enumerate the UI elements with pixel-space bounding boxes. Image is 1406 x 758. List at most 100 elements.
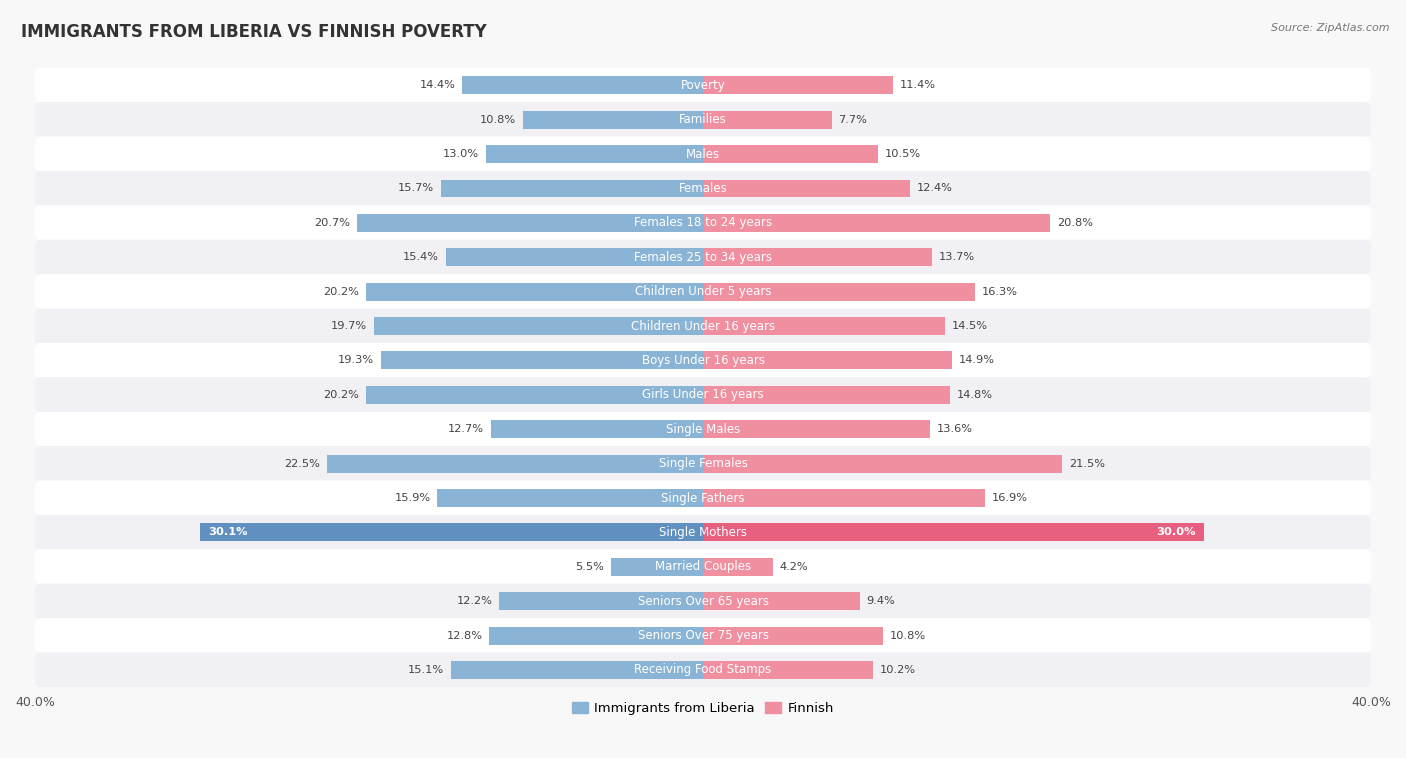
Text: Single Females: Single Females: [658, 457, 748, 470]
FancyBboxPatch shape: [35, 205, 1371, 240]
Text: 15.7%: 15.7%: [398, 183, 434, 193]
Bar: [703, 283, 976, 301]
Text: IMMIGRANTS FROM LIBERIA VS FINNISH POVERTY: IMMIGRANTS FROM LIBERIA VS FINNISH POVER…: [21, 23, 486, 41]
Text: 21.5%: 21.5%: [1069, 459, 1105, 468]
Text: Females 25 to 34 years: Females 25 to 34 years: [634, 251, 772, 264]
Text: 14.8%: 14.8%: [957, 390, 993, 399]
Text: Girls Under 16 years: Girls Under 16 years: [643, 388, 763, 401]
Bar: [441, 180, 703, 197]
FancyBboxPatch shape: [35, 618, 1371, 653]
Text: 14.5%: 14.5%: [952, 321, 988, 331]
FancyBboxPatch shape: [35, 653, 1371, 688]
Text: 15.9%: 15.9%: [395, 493, 430, 503]
Text: 4.2%: 4.2%: [780, 562, 808, 572]
Text: Single Fathers: Single Fathers: [661, 491, 745, 505]
Bar: [357, 214, 703, 232]
Text: Single Males: Single Males: [666, 423, 740, 436]
Text: 13.0%: 13.0%: [443, 149, 479, 159]
FancyBboxPatch shape: [35, 446, 1371, 481]
Text: 20.8%: 20.8%: [1057, 218, 1092, 228]
Text: 19.3%: 19.3%: [337, 356, 374, 365]
Text: 13.7%: 13.7%: [938, 252, 974, 262]
FancyBboxPatch shape: [35, 550, 1371, 584]
Bar: [703, 592, 860, 610]
Text: 10.8%: 10.8%: [890, 631, 927, 641]
Bar: [703, 627, 883, 644]
Text: Seniors Over 75 years: Seniors Over 75 years: [637, 629, 769, 642]
Bar: [612, 558, 703, 576]
Bar: [446, 249, 703, 266]
Bar: [451, 661, 703, 679]
FancyBboxPatch shape: [35, 481, 1371, 515]
Bar: [703, 420, 931, 438]
FancyBboxPatch shape: [35, 412, 1371, 446]
Bar: [703, 214, 1050, 232]
Bar: [703, 489, 986, 507]
Bar: [703, 661, 873, 679]
Bar: [703, 455, 1062, 472]
Text: Source: ZipAtlas.com: Source: ZipAtlas.com: [1271, 23, 1389, 33]
Bar: [703, 558, 773, 576]
Text: 11.4%: 11.4%: [900, 80, 936, 90]
Text: Males: Males: [686, 148, 720, 161]
Text: 15.4%: 15.4%: [404, 252, 439, 262]
Bar: [328, 455, 703, 472]
Bar: [200, 524, 703, 541]
Text: 9.4%: 9.4%: [866, 597, 896, 606]
Bar: [499, 592, 703, 610]
Text: Poverty: Poverty: [681, 79, 725, 92]
Text: 20.2%: 20.2%: [323, 390, 359, 399]
Text: 30.1%: 30.1%: [208, 528, 247, 537]
Bar: [491, 420, 703, 438]
FancyBboxPatch shape: [35, 67, 1371, 103]
FancyBboxPatch shape: [35, 171, 1371, 206]
FancyBboxPatch shape: [35, 377, 1371, 412]
Bar: [703, 145, 879, 163]
Text: 15.1%: 15.1%: [408, 665, 444, 675]
Text: Families: Families: [679, 113, 727, 126]
Text: 20.2%: 20.2%: [323, 287, 359, 296]
Text: 12.4%: 12.4%: [917, 183, 953, 193]
Bar: [523, 111, 703, 129]
Legend: Immigrants from Liberia, Finnish: Immigrants from Liberia, Finnish: [572, 702, 834, 715]
Text: 14.4%: 14.4%: [420, 80, 456, 90]
FancyBboxPatch shape: [35, 515, 1371, 550]
Text: Females: Females: [679, 182, 727, 195]
Text: Females 18 to 24 years: Females 18 to 24 years: [634, 216, 772, 230]
Text: 7.7%: 7.7%: [838, 114, 868, 124]
Text: 14.9%: 14.9%: [959, 356, 994, 365]
Bar: [437, 489, 703, 507]
FancyBboxPatch shape: [35, 102, 1371, 137]
Text: 22.5%: 22.5%: [284, 459, 321, 468]
FancyBboxPatch shape: [35, 309, 1371, 343]
Bar: [374, 317, 703, 335]
Text: 12.2%: 12.2%: [457, 597, 492, 606]
Bar: [463, 77, 703, 94]
Text: 13.6%: 13.6%: [936, 424, 973, 434]
Text: 19.7%: 19.7%: [332, 321, 367, 331]
FancyBboxPatch shape: [35, 240, 1371, 275]
Bar: [703, 352, 952, 369]
Bar: [703, 386, 950, 404]
Text: 10.5%: 10.5%: [884, 149, 921, 159]
Text: 10.2%: 10.2%: [880, 665, 917, 675]
Text: Seniors Over 65 years: Seniors Over 65 years: [637, 595, 769, 608]
Text: 20.7%: 20.7%: [315, 218, 350, 228]
Text: Children Under 5 years: Children Under 5 years: [634, 285, 772, 298]
Text: Boys Under 16 years: Boys Under 16 years: [641, 354, 765, 367]
Text: Single Mothers: Single Mothers: [659, 526, 747, 539]
Text: 30.0%: 30.0%: [1156, 528, 1195, 537]
Bar: [703, 77, 893, 94]
Text: 12.8%: 12.8%: [447, 631, 482, 641]
Text: 10.8%: 10.8%: [479, 114, 516, 124]
FancyBboxPatch shape: [35, 584, 1371, 619]
Bar: [703, 249, 932, 266]
Text: 16.3%: 16.3%: [981, 287, 1018, 296]
Text: 5.5%: 5.5%: [575, 562, 605, 572]
Bar: [703, 180, 910, 197]
Text: Married Couples: Married Couples: [655, 560, 751, 573]
Bar: [366, 386, 703, 404]
Text: 12.7%: 12.7%: [449, 424, 484, 434]
Bar: [486, 145, 703, 163]
FancyBboxPatch shape: [35, 343, 1371, 378]
